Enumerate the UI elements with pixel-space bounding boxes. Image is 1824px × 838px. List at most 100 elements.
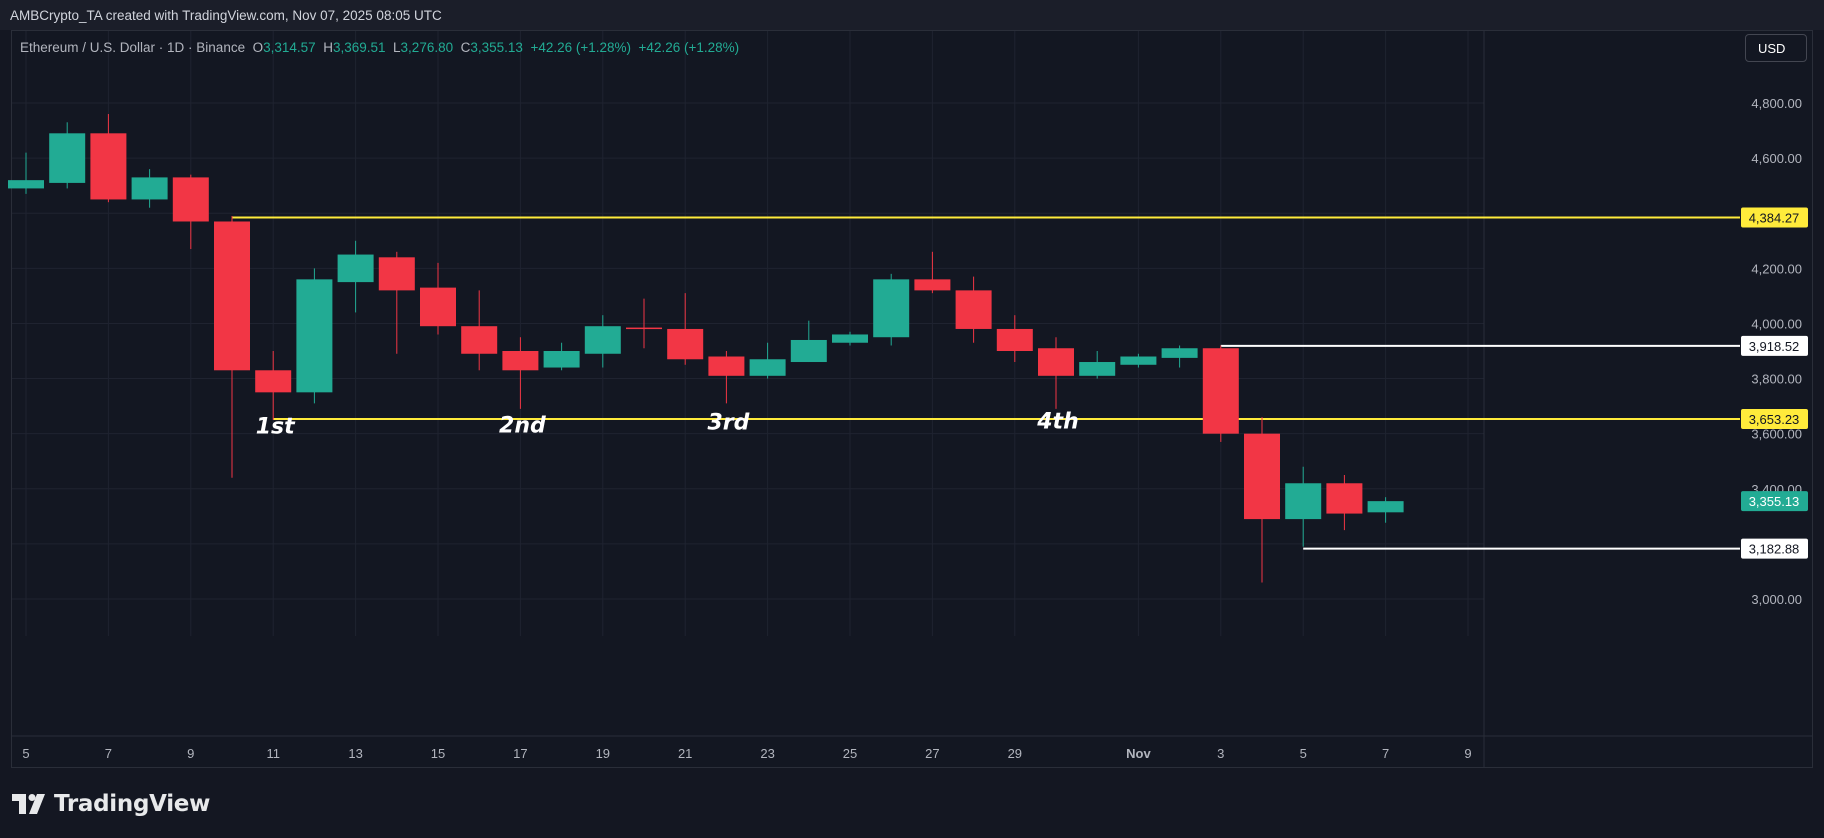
low-label: L [393,40,401,55]
price-tick-label: 3,600.00 [1751,427,1802,442]
candle [337,240,374,313]
level-price-tag [1741,408,1808,429]
candle-body [1161,348,1198,358]
level-price-tag [1741,538,1808,559]
candle-body [996,328,1033,351]
time-tick-label: 13 [348,746,362,761]
tradingview-logo[interactable]: TradingView [12,790,210,818]
candlestick-chart[interactable]: 3,000.003,200.003,400.003,600.003,800.00… [0,0,1824,768]
close-value: 3,355.13 [470,40,523,55]
close-label: C [460,40,471,55]
price-tick-label: 4,800.00 [1751,96,1802,111]
candle-body [8,180,44,189]
candle-body [1326,483,1363,514]
time-tick-label: 27 [925,746,939,761]
time-tick-label: 9 [187,746,194,761]
candle-body [790,339,827,363]
candle [996,315,1033,363]
candle [8,152,44,194]
currency-button[interactable]: USD [1745,34,1807,62]
candle-body [626,327,662,330]
annotation-label: 4th [1036,410,1079,435]
candle [667,293,704,365]
candle-body [955,290,992,329]
candle-body [584,326,621,354]
open-value: 3,314.57 [263,40,316,55]
level-price-tag-text: 3,653.23 [1749,412,1800,427]
time-tick-label: Nov [1126,746,1151,761]
symbol-name: Ethereum / U.S. Dollar · 1D · Binance [20,40,246,55]
candle [1367,497,1404,523]
candle-body [1079,362,1116,376]
candle [420,262,456,335]
price-tags: 4,384.27 3,653.23 3,918.52 3,182.88 3,355.13 [1741,207,1808,559]
change-value: +42.26 (+1.28%) [530,40,632,55]
time-axis: 5 7 9 11 13 15 17 19 21 23 25 27 29 Nov 3 5 7 9 [22,746,1471,761]
price-tick-label: 4,600.00 [1751,151,1802,166]
candle [1285,466,1322,547]
symbol-legend: Ethereum / U.S. Dollar · 1D · Binance O3… [20,40,739,55]
level-lines [232,216,1740,550]
candle [1038,337,1074,409]
candle [873,273,910,346]
candle-body [131,177,168,200]
top-bar: AMBCrypto_TA created with TradingView.co… [0,0,1824,30]
annotation-label: 3rd [707,411,749,436]
candle-body [255,370,292,393]
price-tick-label: 4,200.00 [1751,261,1802,276]
time-tick-label: 17 [513,746,527,761]
level-price-tag-text: 4,384.27 [1749,211,1800,226]
candle [131,169,168,208]
candle [708,351,745,404]
candle [1120,353,1157,368]
candle [626,298,662,349]
brand-name: TradingView [54,791,211,817]
candle-body [667,328,704,360]
high-value: 3,369.51 [332,40,386,55]
price-tick-label: 4,000.00 [1751,316,1802,331]
time-tick-label: 5 [1300,746,1307,761]
price-tick-label: 3,000.00 [1751,592,1802,607]
candle-body [461,326,498,354]
candle-body [1038,348,1074,376]
candle-body [873,279,910,338]
footer [0,768,1824,838]
candle [584,315,621,368]
candles [8,114,1404,583]
candle [49,122,86,189]
chart-frame [11,30,1813,768]
candle [1202,345,1239,442]
price-tick-label: 3,800.00 [1751,372,1802,387]
annotation-label: 1st [256,415,296,440]
candle-body [296,279,333,393]
time-tick-label: 5 [22,746,29,761]
candle-body [502,351,539,371]
candle-body [832,334,868,343]
time-tick-label: 7 [1382,746,1389,761]
candle-body [378,257,415,291]
candle-body [90,133,127,200]
time-tick-label: 19 [596,746,610,761]
candle [543,342,580,371]
open-label: O [252,40,264,55]
candle-body [172,177,209,222]
candle-body [1120,356,1157,365]
candle [502,337,539,409]
level-price-tag-text: 3,918.52 [1749,339,1800,354]
level-price-tag [1741,207,1808,228]
time-tick-label: 23 [760,746,774,761]
time-tick-label: 21 [678,746,692,761]
time-tick-label: 25 [843,746,857,761]
level-price-tag-text: 3,182.88 [1749,542,1800,557]
candle [790,320,827,363]
tradingview-logo-icon [12,794,45,814]
change-percent-value: +42.26 (+1.28%) [638,40,740,55]
candle-body [420,287,456,327]
time-tick-label: 3 [1217,746,1224,761]
candle [90,114,127,203]
candle [214,215,250,478]
level-price-tag [1741,335,1808,356]
candle-body [1285,483,1322,520]
candle [172,174,209,250]
candle [832,331,868,346]
